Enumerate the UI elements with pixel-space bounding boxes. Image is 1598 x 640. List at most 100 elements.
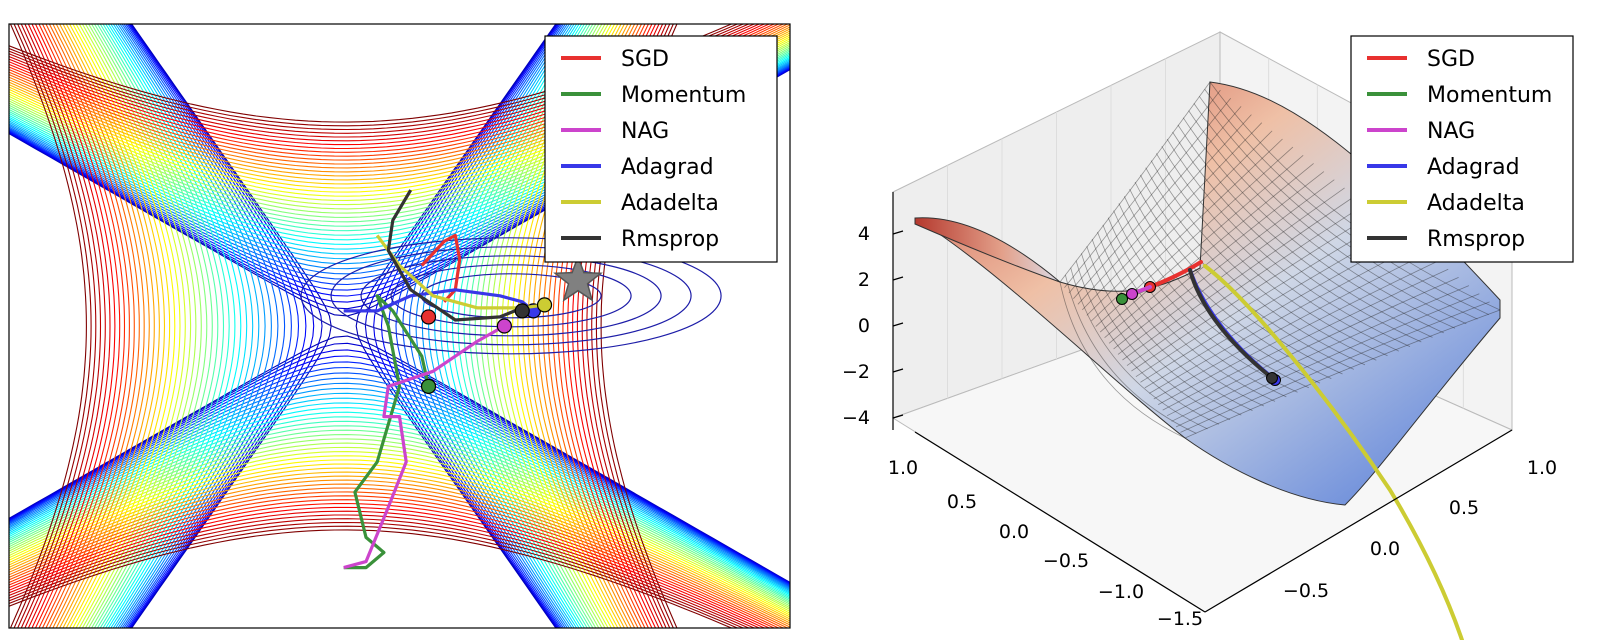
legend-label-rmsprop: Rmsprop bbox=[621, 227, 719, 252]
legend-label-nag: NAG bbox=[621, 119, 669, 144]
surface-mesh-line bbox=[1086, 130, 1273, 316]
surface-mesh-line bbox=[1182, 117, 1444, 334]
surface-mesh-line bbox=[1126, 203, 1366, 366]
surface-plot-right: 4 2 0 −2 −4 1.0 0.5 0.0 −0.5 −1.0 −1.5 1.0 0.5 0.0 −0.… bbox=[842, 31, 1574, 640]
legend-label-adadelta: Adadelta bbox=[621, 191, 719, 216]
contour-line bbox=[415, 24, 568, 628]
surface-mesh-line bbox=[1156, 153, 1388, 357]
contour-line bbox=[17, 24, 97, 628]
contour-line bbox=[55, 24, 150, 628]
contour-line bbox=[446, 24, 580, 628]
surface-mesh-line bbox=[1122, 195, 1356, 361]
tick-mark bbox=[892, 276, 904, 281]
surface-mesh-line bbox=[1172, 131, 1422, 343]
contour-line bbox=[380, 24, 560, 628]
contour-line bbox=[9, 455, 790, 614]
surface-mesh-line bbox=[1068, 98, 1232, 294]
contour-line bbox=[48, 24, 140, 628]
x-tick-label: 1.0 bbox=[1527, 457, 1557, 479]
contour-line bbox=[9, 491, 785, 628]
surface-mesh-line bbox=[1118, 203, 1309, 389]
surface-mesh-line bbox=[1064, 89, 1221, 288]
contour-line bbox=[9, 24, 87, 628]
contour-line bbox=[9, 451, 790, 612]
contour-line bbox=[440, 24, 578, 628]
contour-line bbox=[9, 506, 766, 628]
surface-mesh-line bbox=[1204, 88, 1489, 315]
x-tick-label: 0.5 bbox=[1449, 497, 1479, 519]
marker3d-momentum bbox=[1116, 293, 1128, 305]
contour-line bbox=[373, 24, 558, 628]
contour-line bbox=[42, 24, 130, 628]
contour-line bbox=[85, 24, 197, 628]
contour-line bbox=[121, 24, 279, 628]
contour-plot-left: SGD Momentum NAG Adagrad Adadelta Rmsprop bbox=[8, 23, 791, 629]
contour-line bbox=[9, 499, 776, 628]
contour-line bbox=[9, 349, 790, 584]
surface-mesh-line bbox=[1161, 146, 1399, 352]
surface-mesh-line bbox=[1123, 196, 1321, 384]
contour-line bbox=[119, 24, 272, 628]
contour-line bbox=[9, 463, 790, 618]
legend-label-momentum: Momentum bbox=[621, 83, 746, 108]
tick-mark bbox=[892, 414, 904, 419]
z-tick-label: −2 bbox=[842, 361, 870, 383]
legend-label-momentum: Momentum bbox=[1427, 83, 1552, 108]
left-plot-frame bbox=[8, 23, 791, 629]
path-adagrad bbox=[343, 288, 535, 313]
3d-tick-labels: 4 2 0 −2 −4 1.0 0.5 0.0 −0.5 −1.0 −1.5 1.0 0.5 0.0 −0.… bbox=[842, 192, 1557, 630]
surface-mesh-line bbox=[1180, 301, 1490, 433]
contour-line bbox=[9, 525, 739, 628]
contour-line bbox=[99, 24, 225, 628]
legend-label-nag: NAG bbox=[1427, 119, 1475, 144]
contour-line bbox=[88, 24, 202, 628]
contour-line bbox=[9, 392, 790, 592]
marker-adadelta bbox=[536, 297, 553, 313]
z-tick-label: 0 bbox=[858, 315, 870, 337]
surface-mesh-line bbox=[1081, 253, 1231, 421]
contour-line bbox=[9, 361, 790, 586]
minimum-star-marker bbox=[553, 254, 603, 302]
contour-line bbox=[9, 355, 790, 585]
z-tick-label: 4 bbox=[858, 223, 870, 245]
contour-line bbox=[117, 24, 266, 628]
surface-mesh-line bbox=[1166, 138, 1411, 347]
surface-mesh-line bbox=[1073, 106, 1242, 299]
marker-rmsprop bbox=[514, 303, 530, 319]
optimizer-paths-left bbox=[343, 189, 603, 570]
contour-line bbox=[20, 24, 102, 628]
x-axis-line bbox=[1204, 429, 1513, 613]
contour-line bbox=[360, 255, 662, 337]
path-rmsprop bbox=[386, 189, 523, 322]
optimizer-paths-right bbox=[1116, 260, 1464, 640]
contour-line bbox=[9, 459, 790, 616]
contour-line bbox=[9, 479, 790, 626]
y-tick-label: −0.5 bbox=[1043, 550, 1089, 572]
surface-mesh-line bbox=[1175, 293, 1480, 428]
legend-right: SGD Momentum NAG Adagrad Adadelta Rmsprop bbox=[1350, 35, 1574, 263]
legend-label-adadelta: Adadelta bbox=[1427, 191, 1525, 216]
surface-mesh-line bbox=[1091, 238, 1253, 411]
legend-label-sgd: SGD bbox=[621, 47, 669, 72]
contour-line bbox=[65, 24, 166, 628]
surface-mesh-line bbox=[1153, 252, 1428, 400]
surface-mesh-line bbox=[1097, 231, 1264, 407]
legend-left: SGD Momentum NAG Adagrad Adadelta Rmsprop bbox=[544, 35, 778, 263]
contour-line bbox=[330, 246, 692, 346]
surface-mesh-line bbox=[1193, 103, 1467, 325]
contour-line bbox=[24, 24, 106, 628]
surface-mesh-line bbox=[1082, 122, 1263, 311]
y-tick-label: −1.5 bbox=[1157, 608, 1203, 630]
path-momentum bbox=[343, 294, 431, 570]
contour-line bbox=[9, 467, 790, 620]
surface-mesh-line bbox=[1070, 267, 1208, 430]
contour-line bbox=[72, 24, 176, 628]
contour-line bbox=[9, 502, 771, 628]
surface-mesh-line bbox=[1065, 274, 1197, 434]
contour-line bbox=[112, 24, 254, 628]
contour-line bbox=[129, 24, 315, 628]
marker3d-rmsprop bbox=[1266, 372, 1278, 384]
y-tick-label: −1.0 bbox=[1098, 581, 1144, 603]
legend-label-sgd: SGD bbox=[1427, 47, 1475, 72]
y-axis-line bbox=[914, 431, 1206, 613]
